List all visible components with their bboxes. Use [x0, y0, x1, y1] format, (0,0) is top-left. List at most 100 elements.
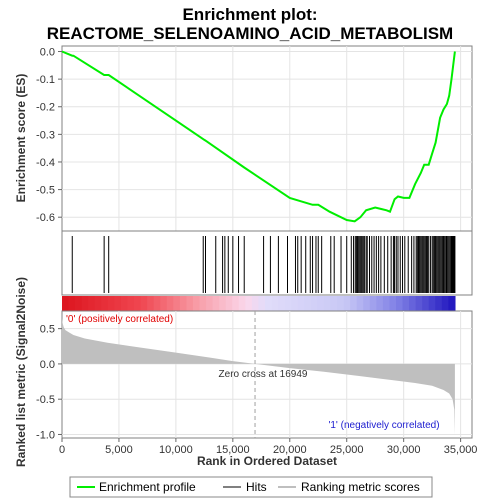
- x-tick-label: 25,000: [330, 444, 364, 456]
- color-bar-segment: [219, 296, 227, 311]
- color-bar-segment: [192, 296, 201, 311]
- color-bar-segment: [350, 296, 358, 311]
- color-bar-segment: [206, 296, 214, 311]
- color-bar-segment: [330, 296, 338, 311]
- hit-marks: [71, 236, 456, 293]
- color-bar-segment: [166, 296, 174, 311]
- color-bar-segment: [258, 296, 266, 311]
- positive-correlation-label: '0' (positively correlated): [66, 314, 173, 325]
- color-bar-segment: [134, 296, 142, 311]
- color-bar-segment: [415, 296, 423, 311]
- color-bar-segment: [245, 296, 253, 311]
- color-bar-segment: [68, 296, 76, 311]
- color-bar-segment: [304, 296, 312, 311]
- color-bar-segment: [120, 296, 129, 311]
- color-bar-segment: [81, 296, 89, 311]
- color-bar-segment: [179, 296, 188, 311]
- color-bar-segment: [75, 296, 83, 311]
- color-bar-segment: [297, 296, 305, 311]
- color-bar-segment: [140, 296, 148, 311]
- enrichment-profile-line: [61, 50, 456, 223]
- metric-tick-label: 0.0: [40, 359, 55, 371]
- legend-box: [69, 476, 433, 498]
- color-bar-segment: [278, 296, 286, 311]
- x-tick-label: 20,000: [273, 444, 307, 456]
- color-bar-segment: [409, 296, 417, 311]
- color-bar-segment: [153, 296, 161, 311]
- es-tick-label: -0.3: [36, 129, 55, 141]
- color-bar-segment: [62, 296, 70, 311]
- color-bar-segment: [232, 296, 240, 311]
- x-tick-label: 5,000: [105, 444, 133, 456]
- metric-tick-label: 0.5: [40, 324, 55, 336]
- x-tick-label: 30,000: [387, 444, 421, 456]
- color-bar-segment: [94, 296, 102, 311]
- legend-hits-label: Hits: [246, 480, 267, 494]
- es-tick-label: 0.0: [40, 47, 55, 59]
- color-bar-segment: [448, 296, 456, 311]
- hits-panel-frame: [61, 230, 473, 296]
- es-panel-frame: [61, 45, 473, 232]
- rank-color-bar: [62, 296, 456, 311]
- color-bar-segment: [147, 296, 155, 311]
- color-bar-segment: [238, 296, 246, 311]
- es-y-axis-label: Enrichment score (ES): [14, 74, 28, 203]
- color-bar-segment: [356, 296, 364, 311]
- color-bar-segment: [114, 296, 122, 311]
- color-bar-segment: [186, 296, 194, 311]
- color-bar-segment: [310, 296, 318, 311]
- color-bar-segment: [422, 296, 430, 311]
- color-bar-segment: [284, 296, 292, 311]
- x-axis-ticks: 0 5,000 10,000 15,000 20,000 25,000 30,000 35,0…: [59, 438, 477, 456]
- color-bar-segment: [107, 296, 115, 311]
- color-bar-segment: [101, 296, 109, 311]
- color-bar-segment: [395, 296, 404, 311]
- es-tick-label: -0.2: [36, 102, 55, 114]
- es-y-ticks: 0.0 -0.1 -0.2 -0.3 -0.4 -0.5 -0.6: [36, 47, 62, 224]
- color-bar-segment: [376, 296, 384, 311]
- es-tick-label: -0.4: [36, 157, 55, 169]
- color-bar-segment: [402, 296, 410, 311]
- x-axis-label: Rank in Ordered Dataset: [197, 454, 337, 468]
- legend: Enrichment profile Hits Ranking metric s…: [69, 476, 433, 498]
- plot-title-line1: Enrichment plot:: [182, 5, 317, 24]
- color-bar-segment: [160, 296, 168, 311]
- color-bar-segment: [251, 296, 260, 311]
- color-bar-segment: [291, 296, 299, 311]
- legend-metric-label: Ranking metric scores: [301, 480, 420, 494]
- color-bar-segment: [363, 296, 371, 311]
- color-bar-segment: [212, 296, 220, 311]
- color-bar-segment: [199, 296, 207, 311]
- color-bar-segment: [127, 296, 135, 311]
- color-bar-segment: [389, 296, 397, 311]
- x-tick-label: 0: [59, 444, 65, 456]
- plot-title-line2: REACTOME_SELENOAMINO_ACID_METABOLISM: [47, 24, 453, 43]
- color-bar-segment: [369, 296, 377, 311]
- color-bar-segment: [337, 296, 345, 311]
- negative-correlation-label: '1' (negatively correlated): [328, 420, 439, 431]
- color-bar-segment: [428, 296, 436, 311]
- color-bar-segment: [441, 296, 449, 311]
- metric-y-ticks: 0.5 0.0 -0.5 -1.0: [36, 324, 62, 441]
- zero-cross-label: Zero cross at 16949: [219, 369, 308, 380]
- es-gridlines: [62, 46, 472, 231]
- color-bar-segment: [343, 296, 351, 311]
- es-tick-label: -0.6: [36, 212, 55, 224]
- x-tick-label: 10,000: [159, 444, 193, 456]
- color-bar-segment: [382, 296, 391, 311]
- metric-tick-label: -0.5: [36, 394, 55, 406]
- legend-profile-label: Enrichment profile: [99, 480, 196, 494]
- metric-tick-label: -1.0: [36, 429, 55, 441]
- es-tick-label: -0.1: [36, 74, 55, 86]
- color-bar-segment: [265, 296, 273, 311]
- x-tick-label: 15,000: [216, 444, 250, 456]
- color-bar-segment: [88, 296, 96, 311]
- color-bar-segment: [225, 296, 233, 311]
- color-bar-segment: [271, 296, 279, 311]
- color-bar-segment: [173, 296, 181, 311]
- metric-y-axis-label: Ranked list metric (Signal2Noise): [14, 277, 28, 467]
- ranking-metric-area: [62, 318, 455, 435]
- color-bar-segment: [323, 296, 332, 311]
- es-tick-label: -0.5: [36, 185, 55, 197]
